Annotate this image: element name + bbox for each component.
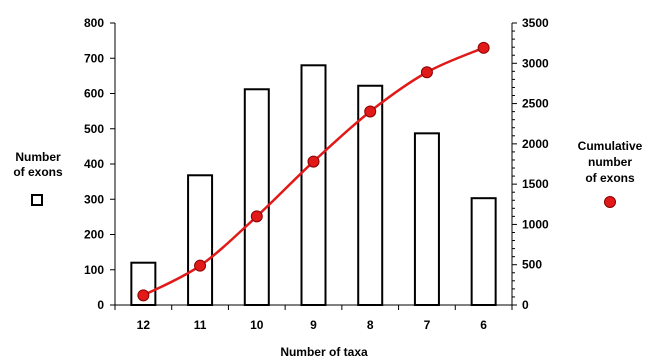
right-axis-title-line2: number [588,155,632,169]
bar [300,64,327,306]
right-tick-label: 1500 [522,177,549,191]
left-tick-label: 500 [84,122,104,136]
left-tick-label: 300 [84,192,104,206]
left-tick-label: 0 [97,298,104,312]
bar-series [130,64,497,307]
right-tick-label: 0 [522,298,529,312]
line-point [307,155,320,168]
left-axis-ticks: 0 100 200 300 400 500 600 700 800 [84,16,115,312]
bar [470,197,497,307]
x-tick-label: 6 [480,318,487,332]
left-axis-title-line2: of exons [13,165,63,179]
bar [413,132,440,306]
right-tick-label: 2500 [522,97,549,111]
right-tick-label: 1000 [522,217,549,231]
right-tick-label: 3500 [522,16,549,30]
left-tick-label: 600 [84,87,104,101]
right-axis-title-line3: of exons [585,171,635,185]
x-tick-label: 10 [250,318,264,332]
x-tick-label: 12 [137,318,151,332]
bar-legend-marker [31,194,43,206]
left-tick-label: 100 [84,263,104,277]
right-axis-ticks: 0 500 1000 1500 2000 2500 3000 3500 [512,16,549,312]
x-tick-label: 7 [424,318,431,332]
right-tick-label: 2000 [522,137,549,151]
line-point [477,41,490,54]
right-tick-label: 500 [522,258,542,272]
line-point [420,66,433,79]
bar [243,88,270,306]
x-tick-label: 11 [194,318,207,332]
line-legend-marker [604,196,616,208]
line-point [250,210,263,223]
left-tick-label: 400 [84,157,104,171]
left-tick-label: 200 [84,228,104,242]
x-tick-label: 8 [367,318,374,332]
axes [114,23,513,306]
left-tick-label: 800 [84,16,104,30]
x-axis-title: Number of taxa [280,345,368,359]
line-point [194,259,207,272]
line-series [137,41,490,302]
x-tick-label: 9 [310,318,317,332]
left-tick-label: 700 [84,51,104,65]
right-tick-label: 3000 [522,56,549,70]
x-axis-ticks: 12 11 10 9 8 7 6 [114,305,513,332]
line-point [364,105,377,118]
line-point [137,289,150,302]
right-axis-title-line1: Cumulative [578,139,643,153]
left-axis-title-line1: Number [15,150,61,164]
bar [187,174,214,306]
